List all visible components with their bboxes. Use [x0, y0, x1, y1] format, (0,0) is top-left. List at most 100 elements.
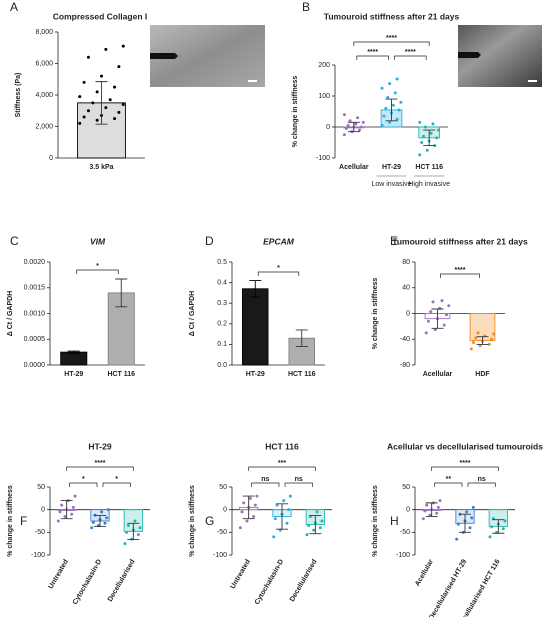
data-point — [436, 505, 440, 509]
data-point — [63, 514, 67, 518]
x-tick-label: Cytochalasin-D — [72, 558, 104, 606]
error-bar — [249, 280, 262, 298]
inset-image-a — [150, 25, 265, 87]
x-tick-label: 3.5 kPa — [89, 164, 113, 171]
data-point — [108, 98, 112, 102]
error-bar — [431, 308, 444, 329]
error-bar — [425, 502, 438, 517]
data-point — [488, 535, 492, 539]
data-point — [465, 510, 469, 514]
data-point — [361, 120, 365, 124]
significance-bracket — [251, 482, 280, 487]
data-point — [391, 103, 395, 107]
data-point — [359, 125, 363, 129]
significance-bracket — [431, 466, 499, 471]
data-point — [397, 108, 401, 112]
data-point — [91, 520, 95, 524]
x-sublabel: Low invasive — [371, 181, 411, 188]
inset-image-b — [458, 25, 542, 87]
panel-letter: F — [20, 514, 27, 528]
chart-title: EPCAM — [263, 236, 295, 246]
data-point — [356, 116, 360, 120]
data-point — [95, 90, 99, 94]
data-point — [380, 123, 384, 127]
data-point — [78, 95, 82, 99]
data-point — [429, 131, 433, 135]
data-point — [103, 521, 107, 525]
y-tick-label: -100 — [31, 552, 45, 559]
y-tick-label: 50 — [37, 484, 45, 491]
significance-bracket — [467, 482, 496, 487]
significance-label: **** — [386, 35, 397, 42]
data-point — [425, 503, 429, 507]
y-tick-label: 0.1 — [217, 341, 227, 348]
data-point — [456, 522, 460, 526]
chart-title: Compressed Collagen I — [53, 11, 147, 21]
data-point — [384, 106, 388, 110]
chart-title: HT-29 — [88, 441, 111, 451]
y-tick-label: -80 — [400, 362, 410, 369]
error-bar — [242, 495, 255, 520]
data-point — [272, 535, 276, 539]
data-point — [288, 494, 292, 498]
data-point — [58, 510, 62, 514]
data-point — [78, 121, 82, 125]
data-point — [423, 509, 427, 513]
error-bar — [276, 503, 288, 530]
y-tick-label: -50 — [217, 529, 227, 536]
significance-bracket — [440, 273, 480, 278]
significance-label: **** — [405, 49, 416, 56]
data-point — [348, 119, 352, 123]
data-point — [425, 148, 429, 152]
y-tick-label: 0.0005 — [24, 336, 46, 343]
y-axis-label: % change in stiffness — [372, 485, 379, 557]
data-point — [255, 494, 259, 498]
data-point — [100, 74, 103, 78]
data-point — [346, 123, 350, 127]
x-tick-label: HT-29 — [382, 164, 401, 171]
data-point — [56, 519, 60, 523]
data-point — [487, 342, 491, 346]
data-point — [320, 519, 324, 523]
data-point — [423, 125, 427, 129]
data-point — [121, 44, 125, 48]
data-point — [273, 517, 277, 521]
y-axis-label: % change in stiffness — [292, 76, 299, 148]
data-point — [104, 47, 108, 51]
data-point — [126, 524, 130, 528]
data-point — [95, 118, 99, 122]
x-tick-label: HCT 116 — [288, 371, 316, 378]
data-point — [133, 519, 137, 523]
y-tick-label: 0.0020 — [24, 259, 46, 266]
error-bar — [115, 278, 128, 308]
data-point — [440, 299, 444, 303]
data-point — [312, 528, 316, 532]
data-point — [447, 304, 451, 308]
data-point — [388, 82, 392, 86]
data-point — [125, 530, 129, 534]
panel-letter: C — [10, 234, 19, 248]
data-point — [91, 101, 95, 105]
y-tick-label: 0.0000 — [24, 362, 46, 369]
y-tick-label: 0 — [406, 310, 410, 317]
significance-label: **** — [460, 460, 471, 467]
data-point — [86, 55, 90, 59]
y-tick-label: -50 — [35, 529, 45, 536]
significance-bracket — [284, 482, 313, 487]
chart-title: Acellular vs decellularised tumouroids — [387, 441, 543, 451]
panel-letter: H — [390, 514, 399, 528]
data-point — [252, 514, 256, 518]
significance-bracket — [76, 269, 119, 274]
data-point — [490, 337, 493, 341]
significance-label: **** — [455, 267, 466, 274]
panel-letter: E — [390, 234, 398, 248]
chart-title: HCT 116 — [265, 441, 299, 451]
significance-bracket — [434, 482, 463, 487]
data-point — [287, 508, 291, 512]
data-point — [442, 323, 446, 327]
error-bar — [476, 336, 489, 345]
data-point — [422, 134, 426, 138]
significance-label: **** — [367, 49, 378, 56]
data-point — [138, 526, 142, 530]
y-tick-label: -100 — [213, 552, 227, 559]
